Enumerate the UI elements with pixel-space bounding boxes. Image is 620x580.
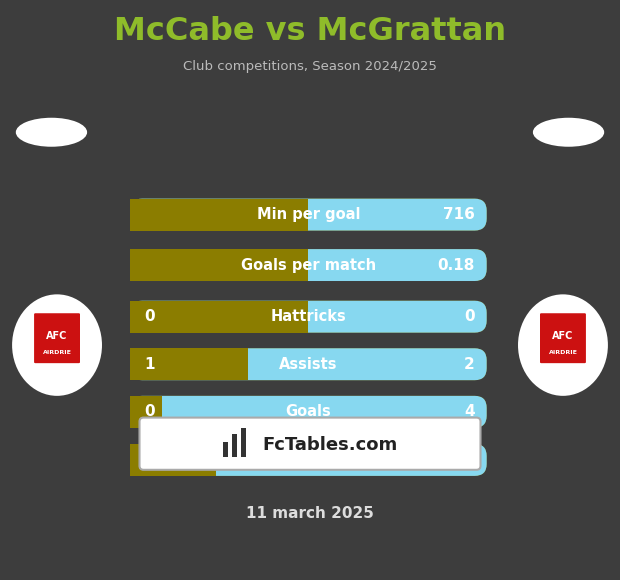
Text: 0: 0 — [144, 404, 155, 419]
Text: 716: 716 — [443, 207, 475, 222]
Bar — [130, 300, 309, 333]
Text: Club competitions, Season 2024/2025: Club competitions, Season 2024/2025 — [183, 60, 437, 73]
FancyBboxPatch shape — [130, 300, 487, 333]
FancyBboxPatch shape — [130, 396, 487, 427]
FancyBboxPatch shape — [130, 198, 487, 231]
FancyBboxPatch shape — [130, 348, 487, 380]
Text: Min per goal: Min per goal — [257, 207, 360, 222]
Bar — [130, 198, 309, 230]
Text: AFC: AFC — [552, 331, 574, 341]
Text: Assists: Assists — [279, 357, 338, 372]
Bar — [130, 396, 162, 427]
Ellipse shape — [16, 118, 87, 147]
FancyBboxPatch shape — [130, 444, 487, 476]
Text: 22: 22 — [453, 452, 475, 467]
FancyBboxPatch shape — [130, 396, 487, 427]
FancyBboxPatch shape — [140, 418, 480, 470]
Text: AFC: AFC — [46, 331, 68, 341]
Text: Hattricks: Hattricks — [270, 309, 347, 324]
Text: 0: 0 — [144, 309, 155, 324]
FancyBboxPatch shape — [33, 312, 81, 364]
Bar — [241, 428, 246, 457]
FancyBboxPatch shape — [130, 249, 487, 281]
FancyBboxPatch shape — [539, 312, 587, 364]
Text: 11 march 2025: 11 march 2025 — [246, 506, 374, 521]
FancyBboxPatch shape — [130, 300, 487, 333]
Text: McCabe vs McGrattan: McCabe vs McGrattan — [114, 16, 506, 48]
Text: Goals per match: Goals per match — [241, 258, 376, 273]
Ellipse shape — [533, 118, 604, 147]
Text: 0: 0 — [464, 309, 475, 324]
Bar — [130, 444, 216, 476]
Text: 2: 2 — [464, 357, 475, 372]
Ellipse shape — [12, 294, 102, 396]
Text: AIRDRIE: AIRDRIE — [43, 350, 71, 355]
Bar — [223, 443, 228, 457]
FancyBboxPatch shape — [130, 198, 487, 231]
Text: 1: 1 — [144, 357, 155, 372]
FancyBboxPatch shape — [130, 249, 487, 281]
Bar — [130, 348, 248, 380]
Text: 0.18: 0.18 — [437, 258, 475, 273]
Text: FcTables.com: FcTables.com — [263, 436, 398, 454]
Text: 4: 4 — [464, 404, 475, 419]
FancyBboxPatch shape — [130, 348, 487, 380]
Text: AIRDRIE: AIRDRIE — [549, 350, 577, 355]
Bar — [130, 249, 309, 281]
FancyBboxPatch shape — [130, 444, 487, 476]
Text: 7: 7 — [144, 452, 155, 467]
Ellipse shape — [518, 294, 608, 396]
Text: Goals: Goals — [286, 404, 331, 419]
Bar — [232, 434, 237, 457]
Text: Matches: Matches — [273, 452, 343, 467]
